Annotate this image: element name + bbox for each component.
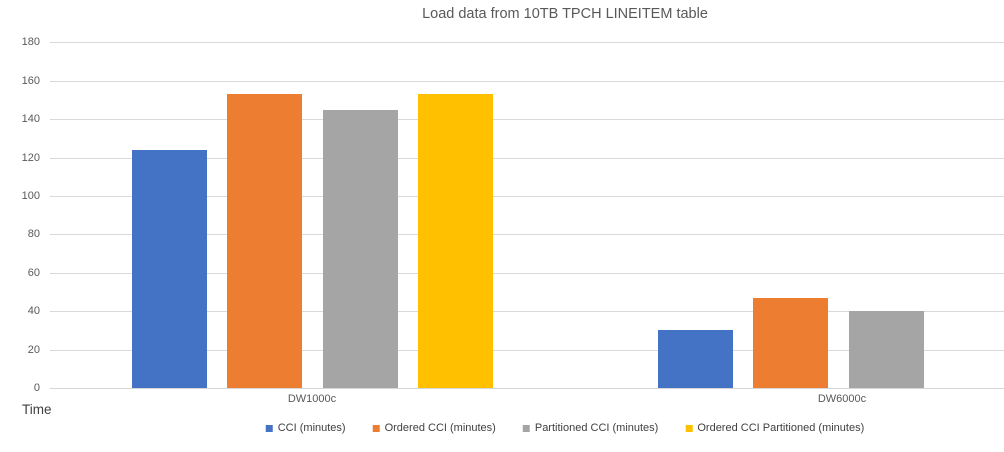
legend-item: Ordered CCI (minutes)	[372, 422, 496, 434]
gridline	[50, 311, 1004, 313]
legend-item: Ordered CCI Partitioned (minutes)	[685, 422, 864, 434]
x-axis-category-label: DW6000c	[817, 393, 867, 405]
legend-label: Partitioned CCI (minutes)	[534, 422, 659, 434]
bar-cci-minutes-dw1000c	[132, 149, 207, 388]
bar-ordered-cci-minutes-dw6000c	[753, 297, 829, 388]
bar-partitioned-cci-minutes-dw1000c	[322, 109, 398, 388]
y-axis-tick-label: 40	[27, 305, 40, 318]
bar-ordered-cci-partitioned-minutes-dw1000c	[417, 94, 493, 388]
legend: CCI (minutes) Ordered CCI (minutes) Partit…	[265, 422, 864, 434]
y-axis-tick-label: 100	[21, 190, 40, 202]
legend-color-swatch	[522, 424, 530, 432]
y-axis-tick-label: 0	[33, 382, 40, 394]
legend-label: Ordered CCI Partitioned (minutes)	[697, 422, 865, 434]
bar-ordered-cci-minutes-dw1000c	[227, 94, 303, 388]
gridline	[50, 272, 1004, 274]
legend-label: CCI (minutes)	[277, 422, 346, 434]
gridline	[50, 119, 1004, 121]
legend-color-swatch	[685, 424, 693, 432]
gridline	[50, 80, 1004, 82]
x-axis-category-label: DW1000c	[287, 393, 337, 405]
y-axis-tick-label: 60	[27, 266, 40, 279]
legend-item: CCI (minutes)	[265, 422, 346, 434]
legend-item: Partitioned CCI (minutes)	[522, 422, 659, 434]
y-axis-tick-label: 140	[21, 113, 40, 126]
bar-partitioned-cci-minutes-dw6000c	[848, 311, 924, 388]
y-axis-tick-label: 80	[27, 228, 40, 241]
y-axis-tick-label: 160	[21, 74, 40, 87]
legend-label: Ordered CCI (minutes)	[384, 422, 496, 434]
x-axis-line	[50, 388, 1004, 389]
gridline	[50, 157, 1004, 159]
gridline	[50, 196, 1004, 197]
gridline	[50, 234, 1004, 236]
gridline	[50, 42, 1004, 44]
gridline	[50, 349, 1004, 351]
legend-color-swatch	[265, 424, 273, 432]
legend-color-swatch	[372, 424, 380, 432]
bar-cci-minutes-dw6000c	[658, 330, 733, 388]
y-axis-tick-label: 20	[27, 343, 40, 356]
chart-title: Load data from 10TB TPCH LINEITEM table	[422, 6, 708, 22]
y-axis-tick-label: 120	[21, 151, 40, 164]
axis-title-time: Time	[22, 402, 52, 417]
y-axis-tick-label: 180	[21, 36, 40, 49]
